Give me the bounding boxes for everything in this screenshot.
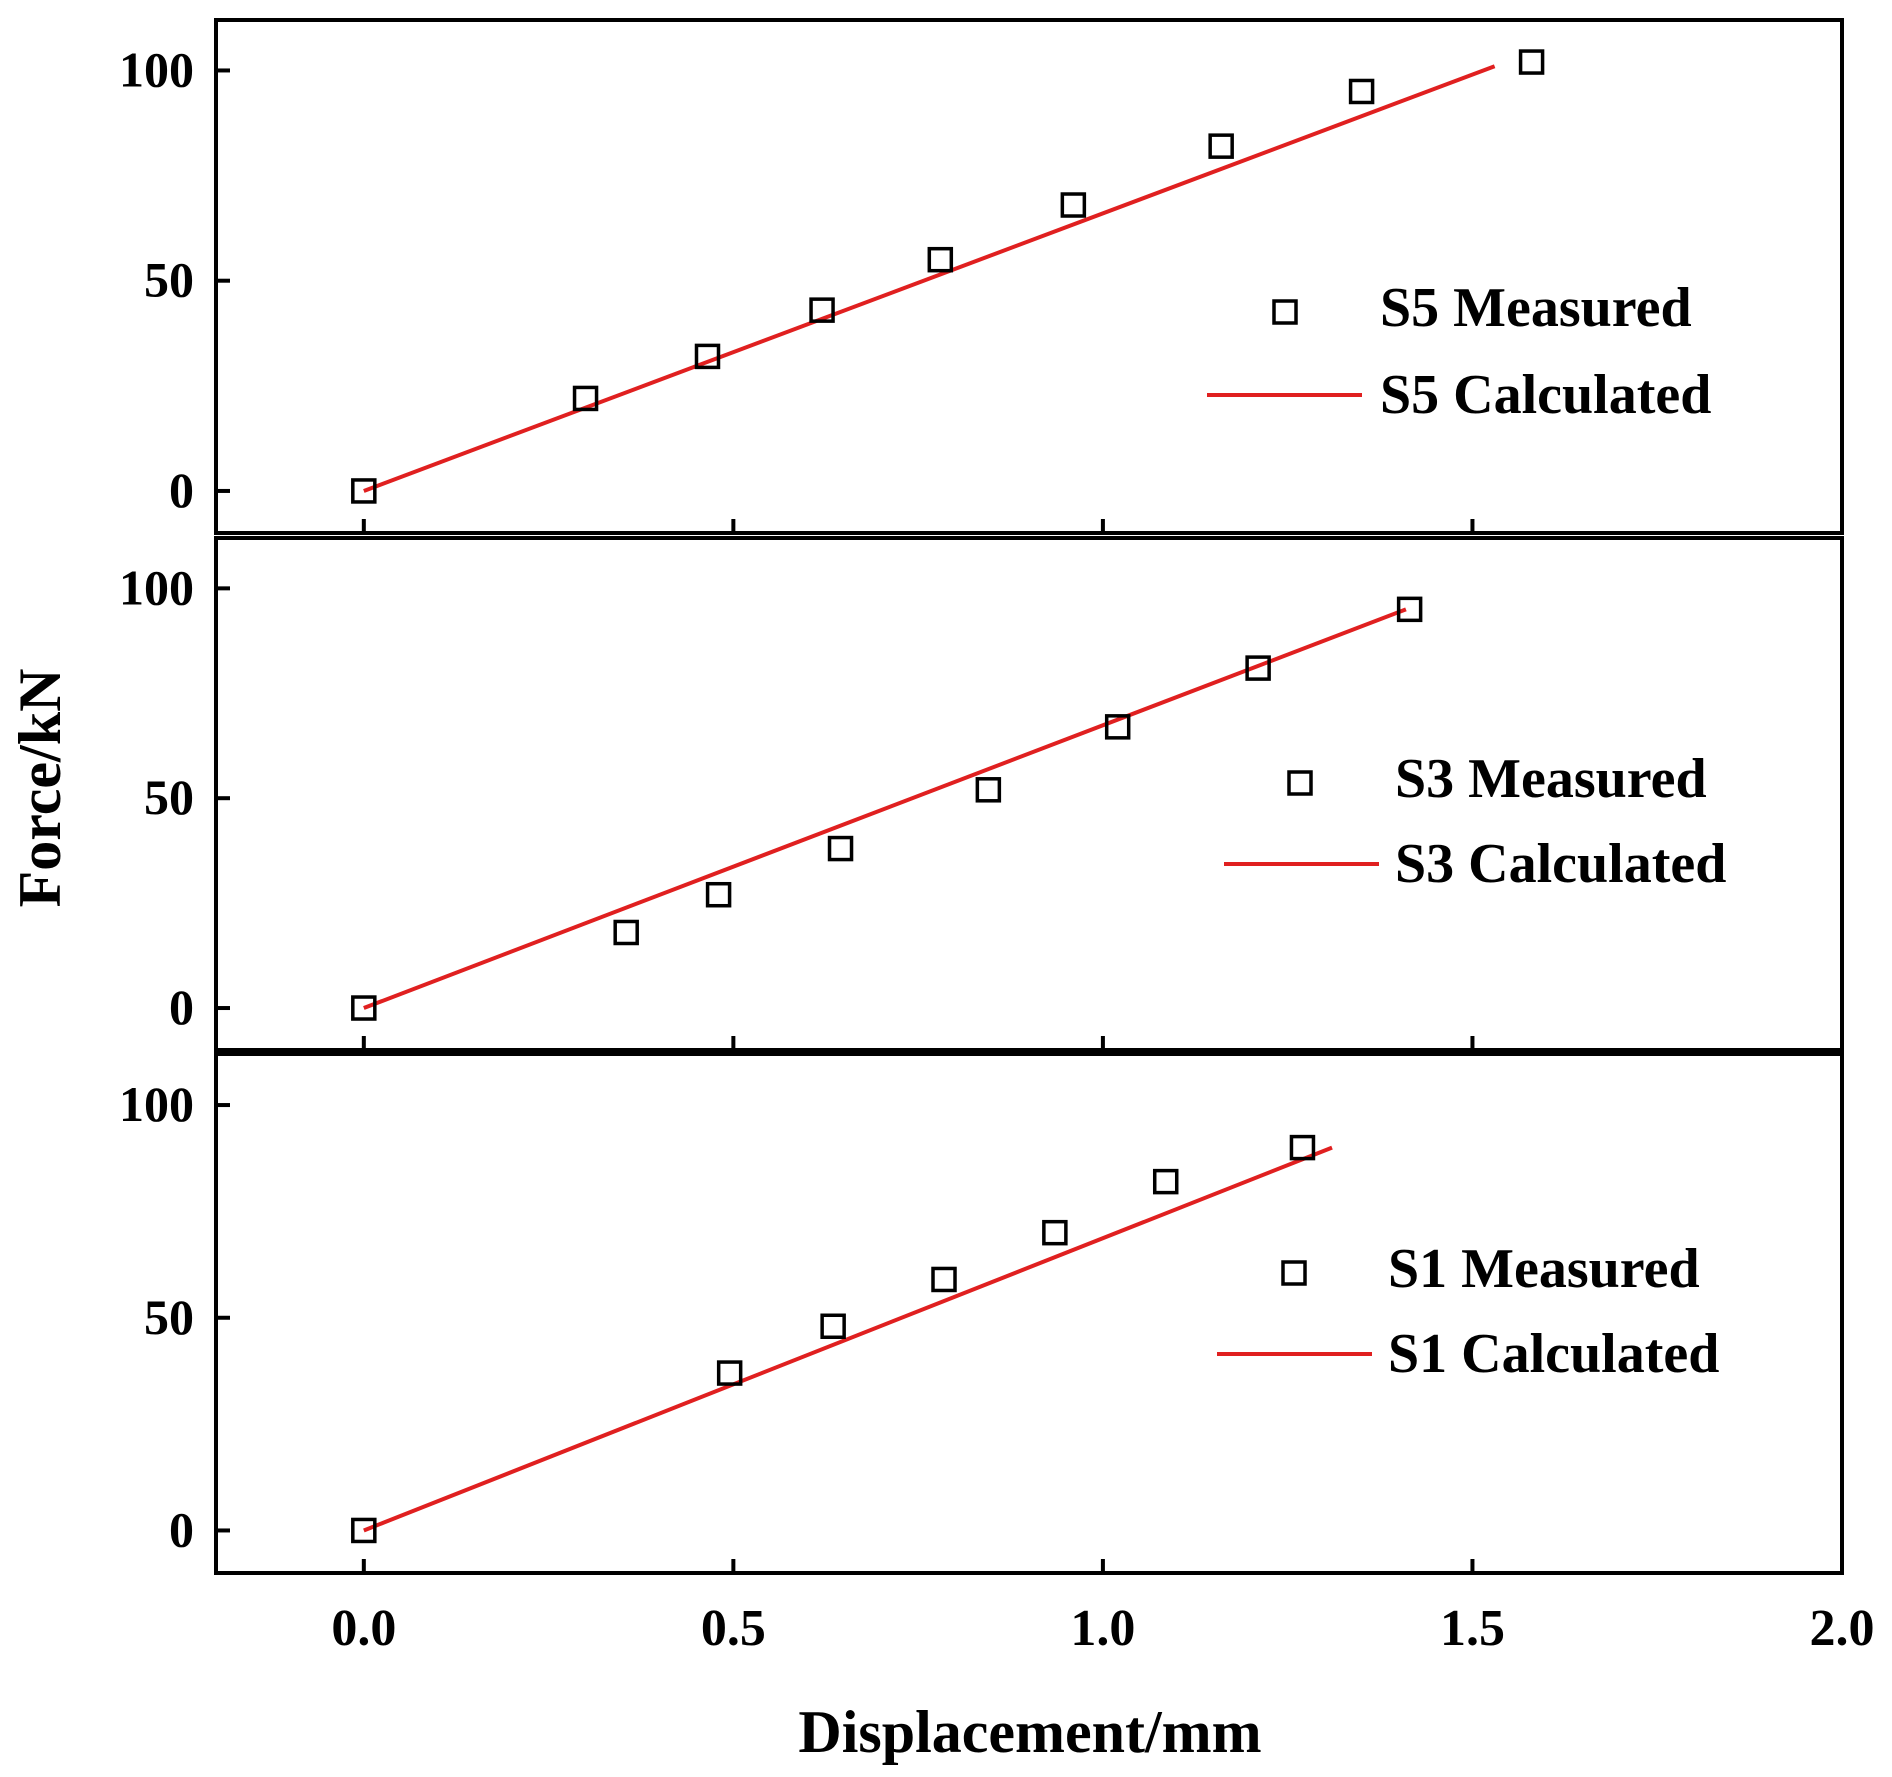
measured-point-s5-0 <box>351 478 377 504</box>
measured-point-s1-2 <box>820 1313 846 1340</box>
calculated-line-s3 <box>363 607 1407 1010</box>
measured-point-s5-4 <box>927 246 954 273</box>
measured-point-s5-1 <box>572 385 599 412</box>
legend-label-calculated-s1: S1 Calculated <box>1388 1323 1719 1385</box>
x-tick-label-0.5: 0.5 <box>701 1600 766 1657</box>
y-tick-label-s1-50: 50 <box>144 1289 194 1345</box>
legend-marker-measured-s1 <box>1281 1260 1307 1286</box>
measured-point-s5-6 <box>1208 133 1234 159</box>
y-tick-label-s3-50: 50 <box>144 769 194 825</box>
x-axis-title: Displacement/mm <box>798 1699 1261 1765</box>
x-tick-label-1.5: 1.5 <box>1440 1600 1505 1657</box>
calculated-line-s1 <box>363 1145 1333 1533</box>
legend-label-calculated-s3: S3 Calculated <box>1395 833 1726 895</box>
panel-frame-s3 <box>214 536 1844 1052</box>
measured-point-s1-5 <box>1152 1168 1179 1195</box>
measured-point-s1-1 <box>716 1360 743 1386</box>
x-tick-label-2: 2.0 <box>1810 1600 1875 1657</box>
measured-point-s5-3 <box>809 297 835 323</box>
measured-point-s1-6 <box>1289 1134 1316 1161</box>
measured-point-s3-7 <box>1396 596 1423 623</box>
measured-point-s1-3 <box>931 1266 957 1293</box>
measured-point-s5-2 <box>694 343 721 370</box>
panel-frame-s1 <box>214 1052 1844 1575</box>
y-tick-label-s5-0: 0 <box>169 462 194 518</box>
measured-point-s1-4 <box>1042 1219 1068 1246</box>
measured-point-s5-7 <box>1348 78 1375 105</box>
legend-marker-measured-s3 <box>1287 770 1313 796</box>
calculated-line-s5 <box>363 64 1496 493</box>
x-tick-label-0: 0.0 <box>331 1600 396 1657</box>
measured-point-s5-5 <box>1060 192 1087 218</box>
measured-point-s3-4 <box>975 777 1002 803</box>
y-tick-label-s1-100: 100 <box>119 1076 194 1132</box>
y-tick-label-s5-50: 50 <box>144 252 194 308</box>
legend-marker-measured-s5 <box>1272 299 1298 325</box>
measured-point-s3-1 <box>613 919 639 946</box>
y-tick-label-s1-0: 0 <box>169 1501 194 1557</box>
y-tick-label-s5-100: 100 <box>119 41 194 97</box>
panel-frame-s5 <box>214 18 1844 535</box>
measured-point-s3-3 <box>827 835 854 862</box>
y-axis-title: Force/kN <box>7 669 73 908</box>
measured-point-s3-0 <box>351 995 377 1021</box>
legend-label-measured-s1: S1 Measured <box>1388 1238 1700 1300</box>
y-tick-label-s3-0: 0 <box>169 979 194 1035</box>
measured-point-s1-0 <box>351 1517 377 1544</box>
x-tick-label-1: 1.0 <box>1070 1600 1135 1657</box>
legend-label-calculated-s5: S5 Calculated <box>1380 364 1711 426</box>
measured-point-s3-5 <box>1104 714 1131 740</box>
measured-point-s5-8 <box>1518 49 1545 75</box>
legend-label-measured-s3: S3 Measured <box>1395 748 1707 810</box>
measured-point-s3-2 <box>705 881 732 908</box>
legend-label-measured-s5: S5 Measured <box>1380 277 1692 339</box>
measured-point-s3-6 <box>1245 655 1271 681</box>
y-tick-label-s3-100: 100 <box>119 559 194 615</box>
